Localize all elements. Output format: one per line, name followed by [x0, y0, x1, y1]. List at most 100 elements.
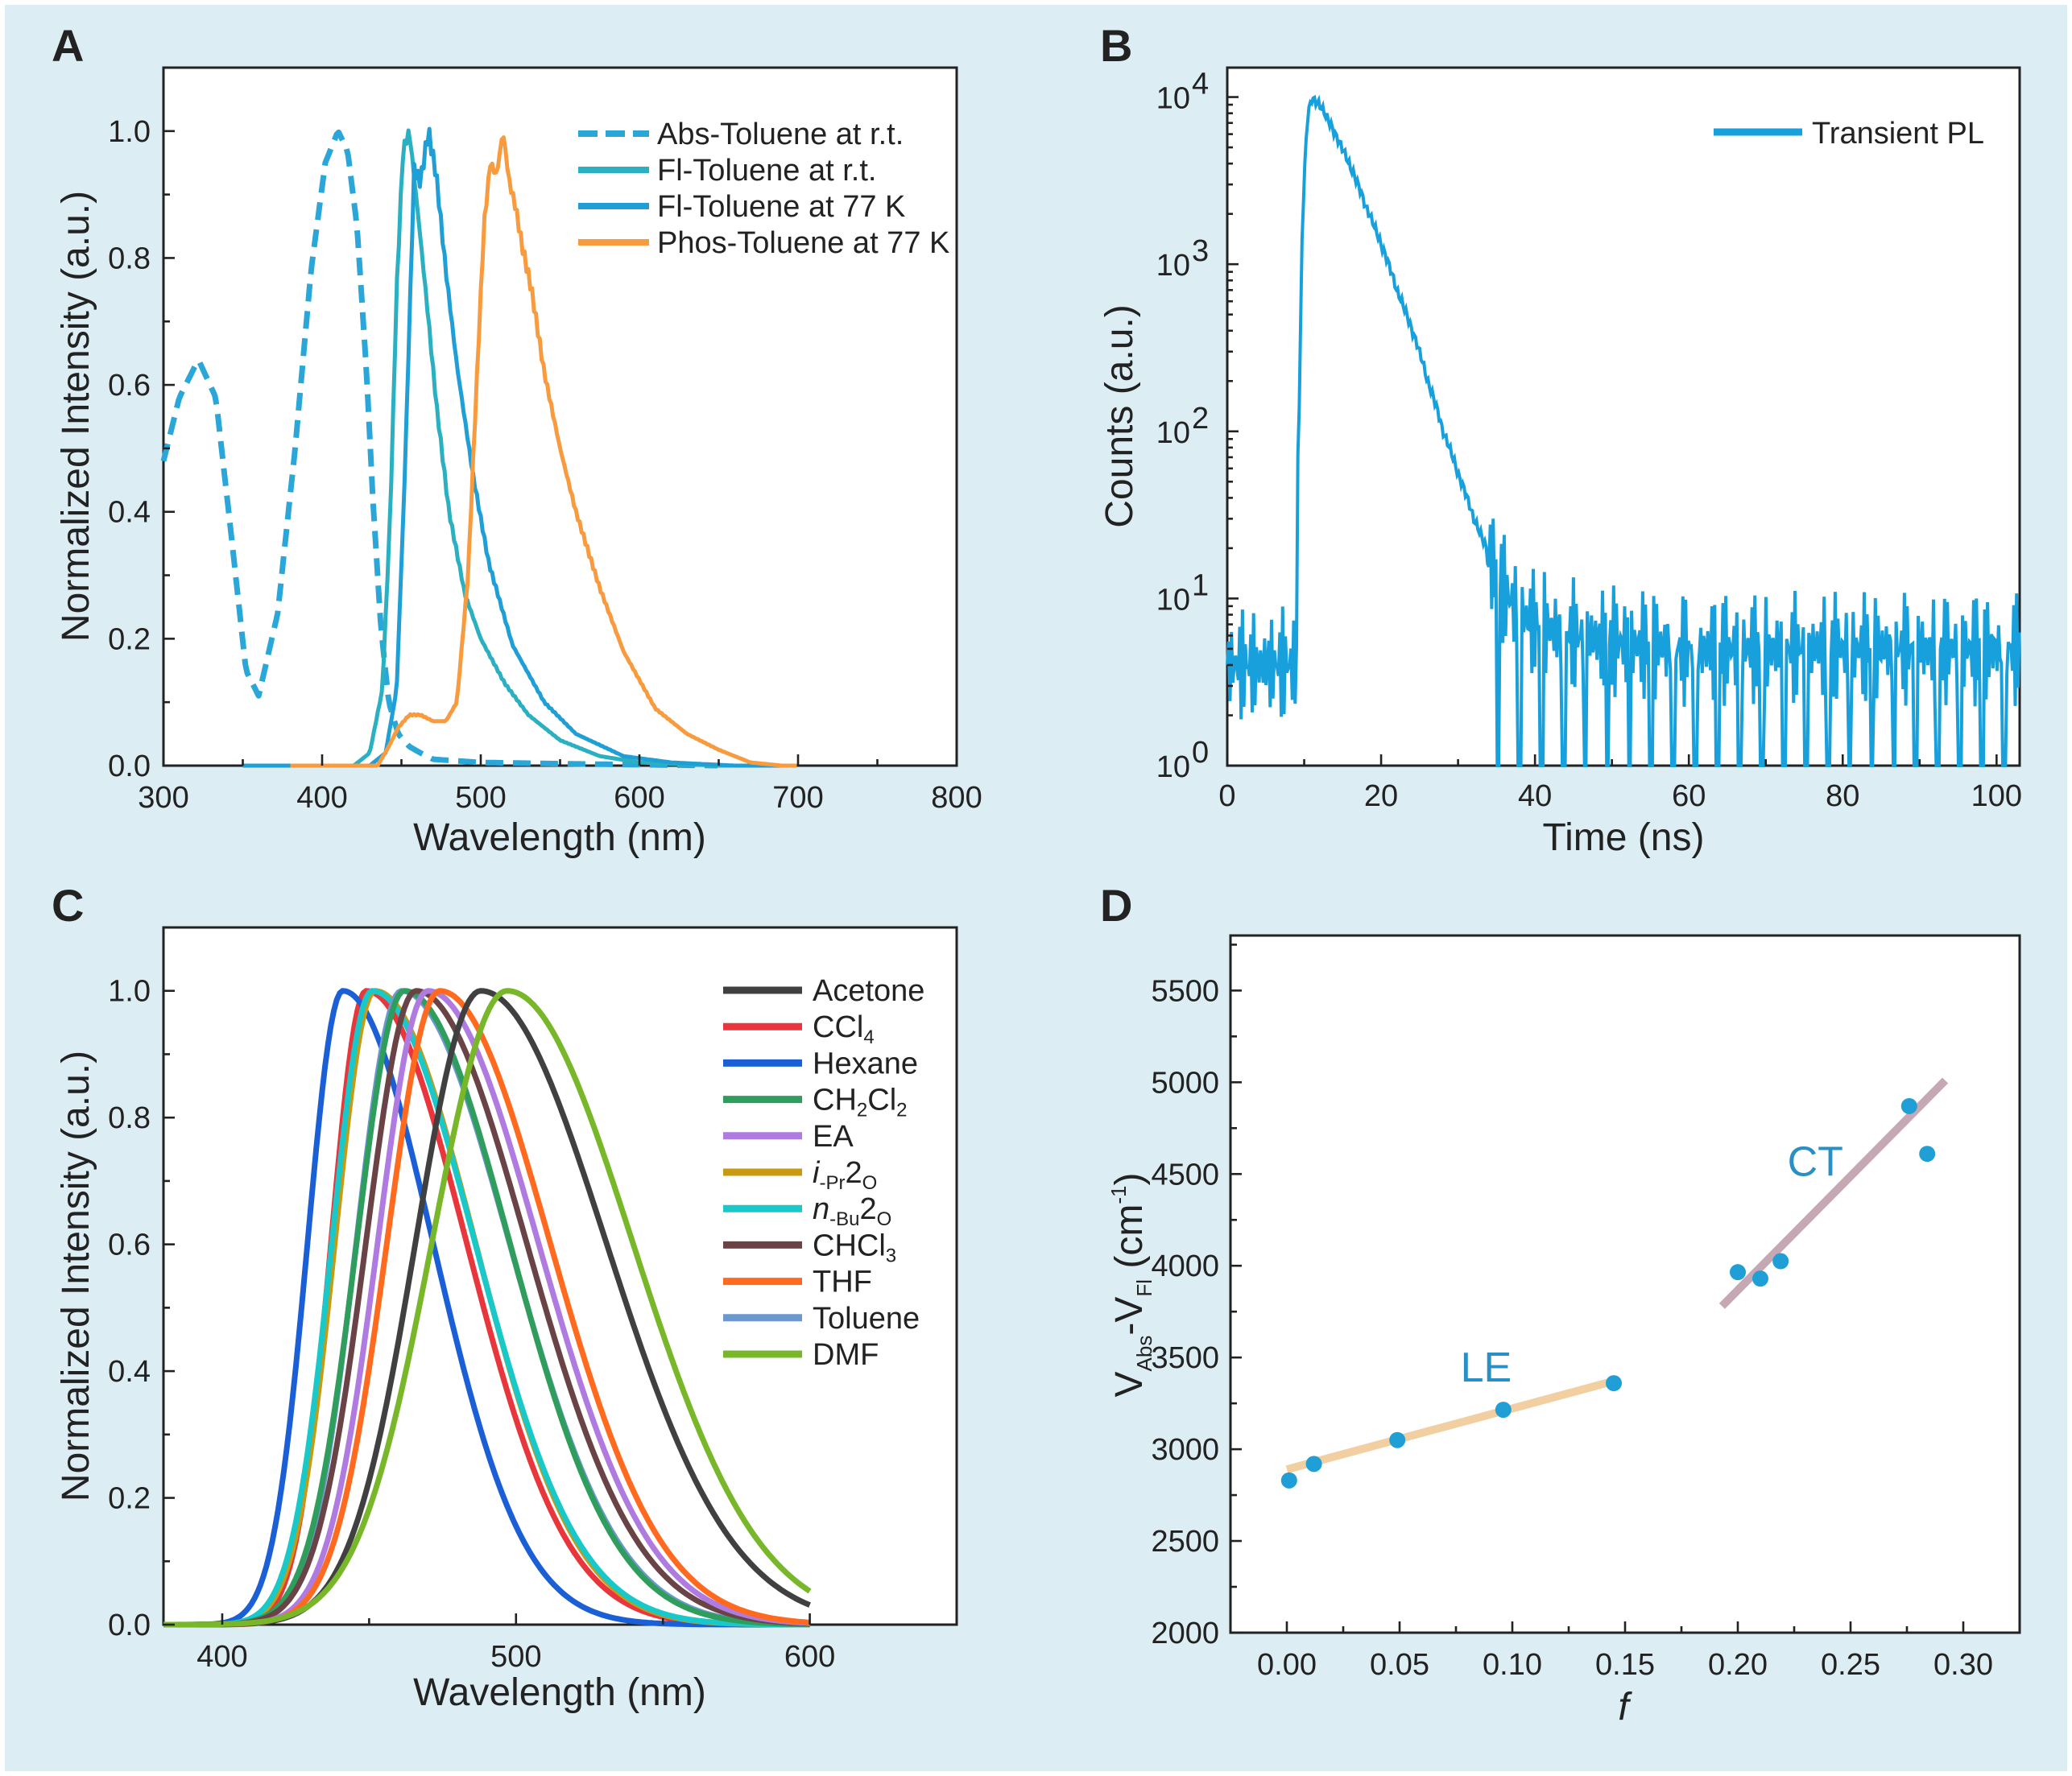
x-tick-label-c: 400: [196, 1640, 247, 1674]
y-tick-label-d: 5000: [1151, 1066, 1219, 1100]
legend-label-c: Toluene: [813, 1302, 920, 1336]
series-line-0: [160, 129, 719, 769]
x-tick-label-d: 0.25: [1821, 1648, 1880, 1682]
y-axis-label-b: Counts (a.u.): [1098, 304, 1141, 527]
x-tick-label-b: 100: [1971, 779, 2022, 813]
data-point: [1606, 1375, 1622, 1392]
y-tick-exponent-b: 4: [1192, 68, 1209, 101]
y-tick-label-b: 10: [1156, 583, 1190, 617]
x-axis-label-c: Wavelength (nm): [413, 1671, 706, 1714]
y-tick-label-b: 10: [1156, 82, 1190, 116]
x-tick-label-a: 600: [614, 781, 664, 815]
x-tick-label-d: 0.20: [1708, 1648, 1768, 1682]
data-point: [1280, 1472, 1297, 1489]
panel-letter-a: A: [52, 20, 84, 71]
y-tick-exponent-b: 3: [1192, 234, 1209, 268]
legend-label-a: Phos-Toluene at 77 K: [657, 226, 949, 260]
x-tick-label-d: 0.10: [1483, 1648, 1542, 1682]
y-tick-exponent-b: 1: [1192, 568, 1209, 602]
x-tick-label-a: 700: [772, 781, 823, 815]
y-tick-label-d: 2000: [1151, 1617, 1219, 1650]
y-tick-label-b: 10: [1156, 416, 1190, 450]
y-tick-label-d: 4500: [1151, 1158, 1219, 1192]
legend-label-c: Acetone: [813, 974, 924, 1008]
y-tick-label-c: 0.8: [108, 1101, 151, 1135]
y-tick-label-d: 3000: [1151, 1433, 1219, 1467]
data-point: [1772, 1253, 1789, 1270]
x-tick-label-b: 0: [1218, 779, 1235, 813]
y-tick-exponent-b: 0: [1192, 736, 1209, 770]
data-point: [1495, 1402, 1512, 1419]
y-tick-label-c: 0.0: [108, 1609, 151, 1642]
x-tick-label-c: 600: [784, 1640, 835, 1674]
legend-label-c: n-Bu2O: [813, 1192, 891, 1230]
y-tick-exponent-b: 2: [1192, 402, 1209, 436]
y-tick-label-c: 1.0: [108, 975, 151, 1009]
legend-label-c: i-Pr2O: [813, 1156, 877, 1194]
y-tick-label-b: 10: [1156, 750, 1190, 784]
x-tick-label-a: 500: [455, 781, 506, 815]
x-tick-label-c: 500: [490, 1640, 541, 1674]
x-tick-label-d: 0.30: [1933, 1648, 1993, 1682]
series-line-transient: [1226, 94, 2021, 767]
legend-a: Abs-Toluene at r.t.Fl-Toluene at r.t.Fl-…: [578, 118, 949, 260]
x-tick-label-b: 60: [1672, 779, 1706, 813]
legend-label-a: Fl-Toluene at r.t.: [657, 154, 876, 188]
y-tick-label-d: 4000: [1151, 1249, 1219, 1283]
annotation-ct: CT: [1788, 1139, 1843, 1186]
panel-c: C 400 500 600 0.0 0.2 0.4 0.6 0.8 1.0 Wavelength…: [52, 880, 958, 1714]
panel-d: D 0.00 0.05 0.10 0.15 0.20 0.25 0.30 2000 2500 30…: [1100, 880, 2021, 1729]
y-axis-label-d: VAbs-VFl (cm-1): [1106, 1173, 1156, 1398]
plot-area-d: [1229, 934, 2021, 1634]
legend-label-c: DMF: [813, 1338, 879, 1372]
y-tick-label-b: 10: [1156, 249, 1190, 283]
legend-label-c: THF: [813, 1266, 872, 1299]
legend-label-a: Fl-Toluene at 77 K: [657, 190, 905, 224]
x-tick-label-a: 300: [138, 781, 188, 815]
series-line-dmf: [163, 988, 812, 1628]
series-line-n-bu2o: [163, 988, 810, 1628]
legend-label-c: CHCl3: [813, 1229, 896, 1266]
x-tick-label-d: 0.00: [1257, 1648, 1317, 1682]
y-tick-label-a: 0.8: [108, 242, 151, 275]
x-axis-label-b: Time (ns): [1543, 816, 1705, 859]
legend-label-c: CCl4: [813, 1010, 875, 1048]
data-point: [1919, 1146, 1936, 1163]
x-tick-label-b: 80: [1826, 779, 1859, 813]
data-point: [1389, 1431, 1406, 1448]
legend-label-b: Transient PL: [1812, 117, 1984, 151]
plot-area-a: [162, 66, 958, 767]
y-tick-label-c: 0.2: [108, 1482, 151, 1516]
annotation-le: LE: [1461, 1344, 1512, 1391]
fit-line-1: [1718, 1077, 1949, 1309]
y-tick-label-a: 1.0: [108, 115, 151, 149]
legend-b: Transient PL: [1714, 117, 1984, 151]
y-tick-label-d: 5500: [1151, 974, 1219, 1008]
legend-label-c: EA: [813, 1120, 854, 1154]
legend-label-c: CH2Cl2: [813, 1084, 908, 1121]
fit-line-0: [1285, 1376, 1618, 1474]
x-tick-label-b: 40: [1518, 779, 1552, 813]
panel-letter-d: D: [1100, 880, 1132, 931]
x-axis-label-d: f: [1618, 1686, 1632, 1729]
legend-label-c: Hexane: [813, 1047, 918, 1080]
panel-letter-b: B: [1100, 20, 1132, 71]
series-line-3: [290, 135, 797, 768]
y-axis-label-group-d: VAbs-VFl (cm-1): [1106, 1173, 1156, 1398]
legend-label-a: Abs-Toluene at r.t.: [657, 118, 904, 151]
x-axis-label-a: Wavelength (nm): [413, 816, 706, 859]
x-tick-label-a: 800: [931, 781, 982, 815]
y-tick-label-c: 0.6: [108, 1229, 151, 1262]
panel-a: A 300 400 500 600 700 800 0.0 0.2 0.4 0.6 0.8 1.0 W…: [52, 20, 982, 859]
y-axis-label-c: Normalized Intensity (a.u.): [55, 1051, 97, 1501]
y-axis-label-a: Normalized Intensity (a.u.): [55, 191, 97, 642]
y-tick-label-d: 3500: [1151, 1341, 1219, 1375]
x-tick-label-b: 20: [1364, 779, 1398, 813]
panel-letter-c: C: [52, 880, 84, 931]
x-tick-label-a: 400: [296, 781, 347, 815]
figure-canvas: A 300 400 500 600 700 800 0.0 0.2 0.4 0.6 0.8 1.0 W…: [5, 5, 2067, 1771]
y-tick-label-a: 0.2: [108, 622, 151, 656]
series-line-chcl3: [163, 988, 810, 1628]
y-tick-label-d: 2500: [1151, 1525, 1219, 1559]
